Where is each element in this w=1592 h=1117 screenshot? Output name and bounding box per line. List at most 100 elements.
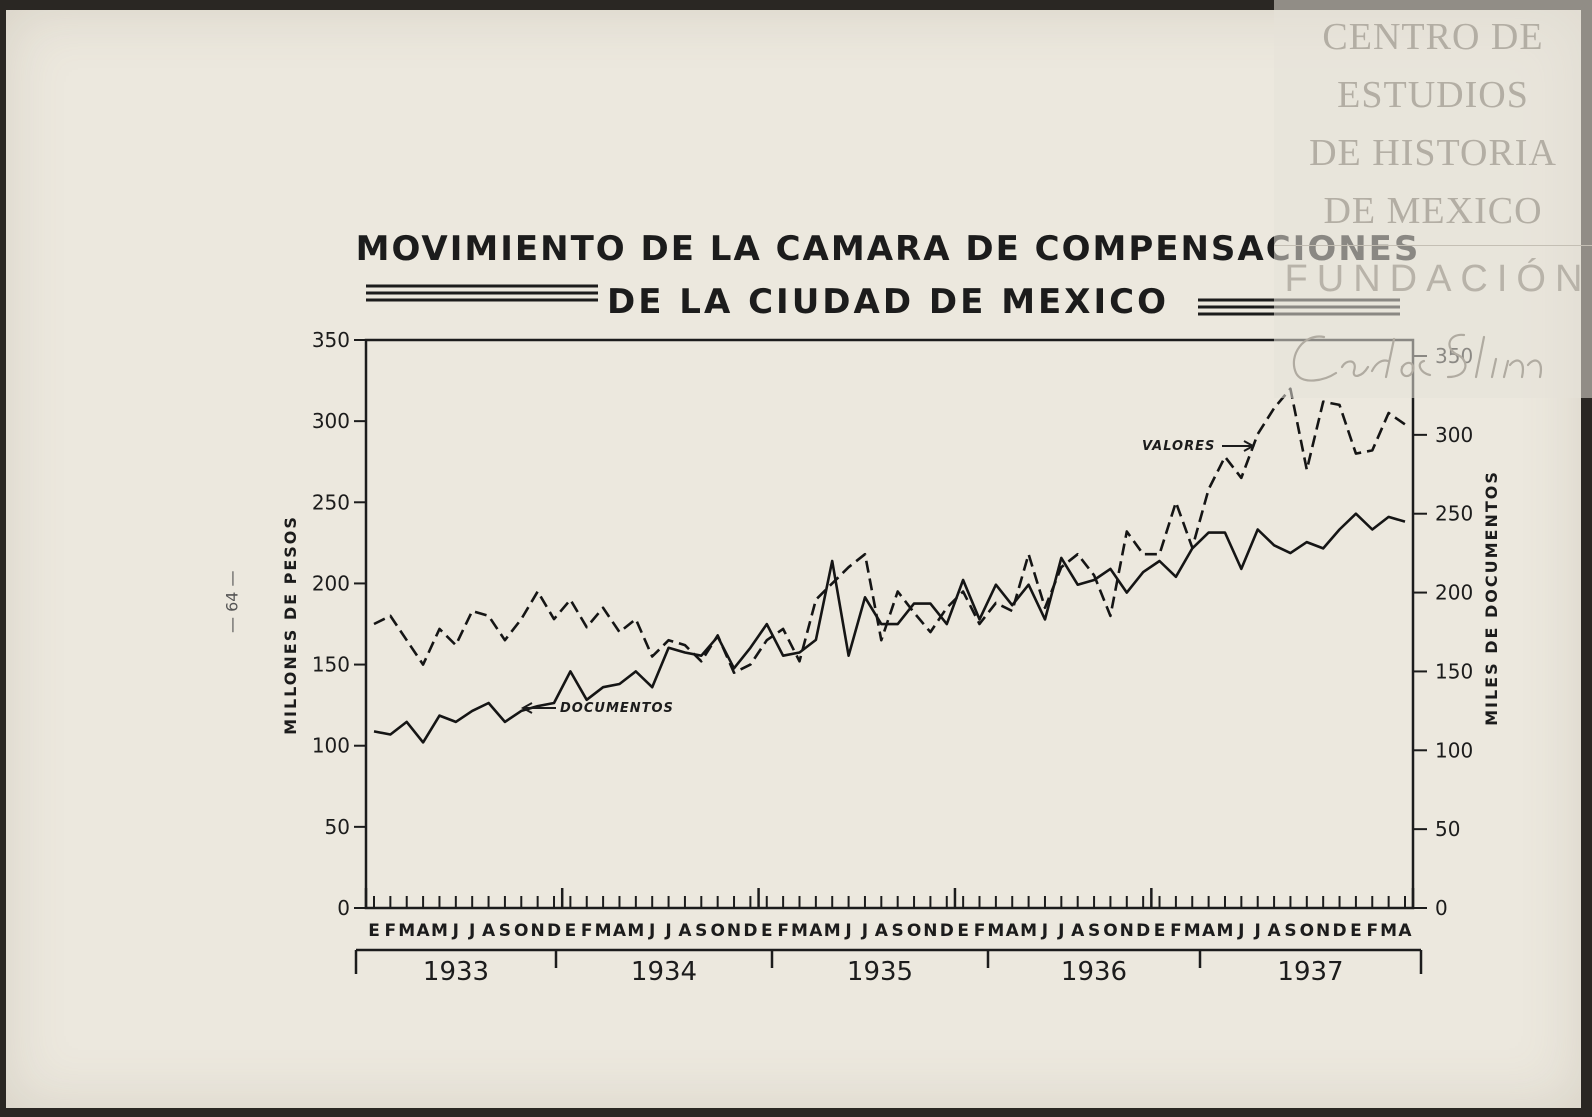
month-label: A — [1267, 921, 1281, 941]
watermark-line-3: DE HISTORIA — [1309, 132, 1557, 174]
chart-subtitle: DE LA CIUDAD DE MEXICO — [607, 282, 1169, 322]
month-label: F — [1170, 921, 1182, 941]
month-label: J — [1057, 921, 1064, 941]
month-label: J — [844, 921, 851, 941]
month-label: M — [398, 921, 415, 941]
month-label: A — [875, 921, 889, 941]
month-label: M — [1380, 921, 1397, 941]
right-tick-label: 0 — [1435, 896, 1448, 920]
left-tick-label: 250 — [312, 490, 350, 514]
left-tick-label: 100 — [312, 734, 350, 758]
year-label: 1934 — [631, 957, 697, 987]
month-label: J — [452, 921, 459, 941]
month-label: E — [957, 921, 969, 941]
month-label: J — [1254, 921, 1261, 941]
month-label: O — [907, 921, 921, 941]
month-label: N — [1120, 921, 1134, 941]
signature-logo — [1292, 333, 1542, 382]
annotation-valores-arrow — [1222, 440, 1256, 452]
month-label: S — [499, 921, 511, 941]
watermark: CENTRO DE ESTUDIOS DE HISTORIA DE MEXICO… — [1274, 0, 1592, 398]
month-label: M — [595, 921, 612, 941]
annotation-documentos-arrow — [520, 702, 556, 714]
month-label: N — [727, 921, 741, 941]
month-label: D — [1136, 921, 1150, 941]
month-label: E — [565, 921, 577, 941]
annotation-documentos: DOCUMENTOS — [560, 701, 674, 716]
month-label: J — [1237, 921, 1244, 941]
year-label: 1935 — [847, 957, 913, 987]
title-decoration-left — [366, 284, 598, 302]
month-label: M — [1184, 921, 1201, 941]
month-label: F — [974, 921, 986, 941]
month-label: F — [1366, 921, 1378, 941]
month-label: J — [664, 921, 671, 941]
month-label: D — [547, 921, 561, 941]
month-label: A — [417, 921, 431, 941]
month-label: M — [824, 921, 841, 941]
right-axis-label: MILES DE DOCUMENTOS — [1482, 470, 1501, 726]
right-tick-label: 200 — [1435, 581, 1473, 605]
month-label: O — [514, 921, 528, 941]
month-label: S — [1284, 921, 1296, 941]
series-line-valores — [373, 387, 1406, 675]
month-label: A — [613, 921, 627, 941]
month-label: M — [627, 921, 644, 941]
month-label: E — [761, 921, 773, 941]
watermark-line-4: DE MEXICO — [1323, 190, 1543, 232]
month-label: F — [777, 921, 789, 941]
month-label: A — [1398, 921, 1412, 941]
month-label: J — [648, 921, 655, 941]
month-label: M — [791, 921, 808, 941]
month-label: E — [1350, 921, 1362, 941]
chart-title: MOVIMIENTO DE LA CAMARA DE COMPENSACIONE… — [356, 229, 1421, 269]
watermark-fundacion: FUNDACIÓN — [1284, 258, 1592, 300]
series-layer — [373, 387, 1406, 744]
right-tick-label: 50 — [1435, 817, 1460, 841]
left-tick-label: 0 — [337, 896, 350, 920]
month-label: D — [940, 921, 954, 941]
month-label: D — [743, 921, 757, 941]
left-axis: 0 50 100 150 200 250 300 350 — [312, 328, 366, 920]
plot-frame — [364, 338, 1415, 910]
month-label: A — [482, 921, 496, 941]
right-tick-label: 300 — [1435, 423, 1473, 447]
month-label: S — [892, 921, 904, 941]
left-tick-label: 150 — [312, 653, 350, 677]
month-label: M — [1217, 921, 1234, 941]
month-label: A — [1071, 921, 1085, 941]
month-label: N — [531, 921, 545, 941]
month-label: J — [861, 921, 868, 941]
month-label: O — [1103, 921, 1117, 941]
watermark-line-2: ESTUDIOS — [1337, 74, 1529, 116]
month-label: A — [678, 921, 692, 941]
month-label: O — [710, 921, 724, 941]
month-label: N — [923, 921, 937, 941]
month-label: A — [1202, 921, 1216, 941]
month-label: O — [1300, 921, 1314, 941]
left-tick-label: 200 — [312, 571, 350, 595]
right-tick-label: 250 — [1435, 502, 1473, 526]
month-label: F — [385, 921, 397, 941]
month-label: J — [468, 921, 475, 941]
year-label: 1936 — [1061, 957, 1127, 987]
right-tick-label: 100 — [1435, 738, 1473, 762]
month-label: M — [987, 921, 1004, 941]
month-label: S — [1088, 921, 1100, 941]
watermark-rule — [1274, 245, 1592, 246]
left-tick-label: 300 — [312, 409, 350, 433]
month-label: A — [809, 921, 823, 941]
month-label: F — [581, 921, 593, 941]
month-label: E — [1154, 921, 1166, 941]
month-label: S — [695, 921, 707, 941]
annotation-valores: VALORES — [1142, 439, 1215, 454]
left-tick-label: 50 — [325, 815, 350, 839]
annotations: VALORES DOCUMENTOS — [520, 439, 1256, 716]
year-label: 1937 — [1277, 957, 1343, 987]
right-tick-label: 150 — [1435, 659, 1473, 683]
left-tick-label: 350 — [312, 328, 350, 352]
month-label: N — [1316, 921, 1330, 941]
month-label: M — [1020, 921, 1037, 941]
